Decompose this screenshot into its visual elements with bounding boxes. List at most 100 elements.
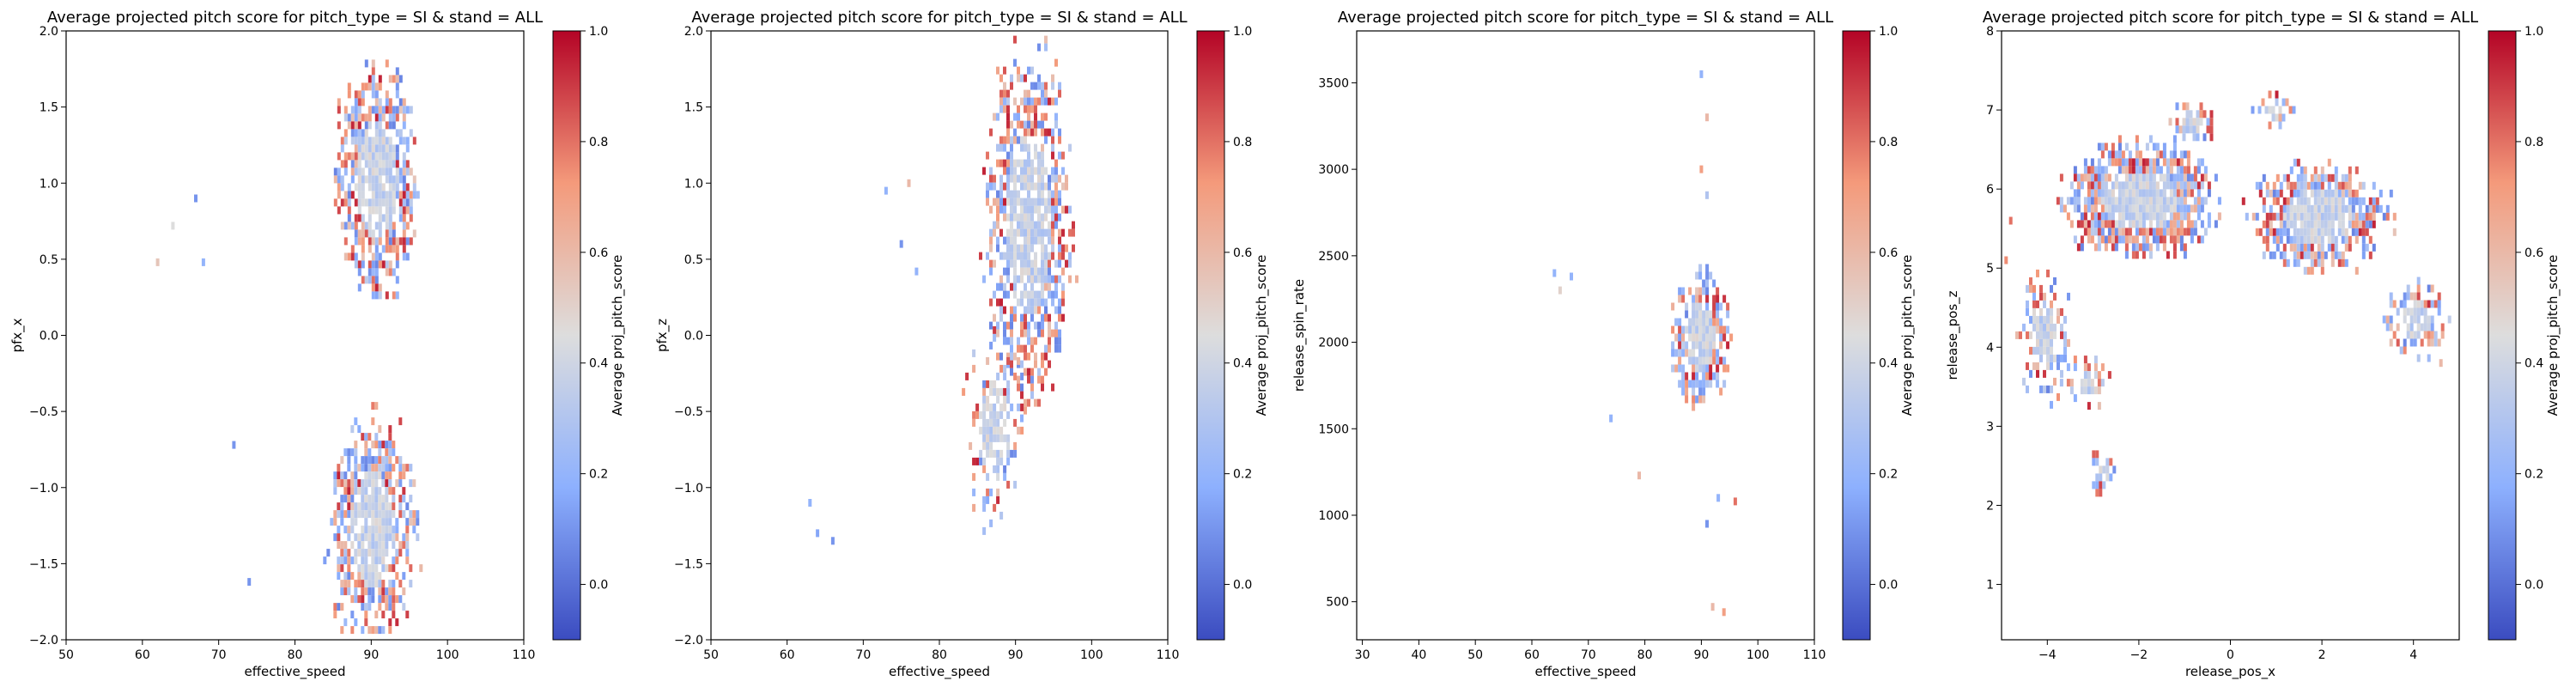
heatmap-cell: [381, 214, 386, 222]
heatmap-cell: [1048, 128, 1051, 137]
heatmap-cell: [368, 152, 372, 161]
heatmap-cell: [388, 198, 392, 207]
heatmap-cell: [364, 526, 368, 534]
heatmap-cell: [982, 410, 987, 419]
heatmap-cell: [1006, 275, 1010, 283]
heatmap-cell: [999, 159, 1003, 167]
heatmap-cell: [1716, 302, 1720, 311]
heatmap-cell: [2039, 331, 2043, 339]
x-tick-label: 50: [703, 648, 719, 662]
heatmap-cell: [999, 198, 1003, 206]
heatmap-cell: [2313, 173, 2318, 182]
heatmap-cell: [1041, 143, 1044, 152]
heatmap-cell: [2300, 235, 2304, 244]
heatmap-cell: [2310, 258, 2314, 267]
heatmap-cell: [381, 595, 386, 604]
heatmap-cell: [1051, 213, 1054, 222]
heatmap-cell: [2303, 189, 2307, 198]
heatmap-cell: [2262, 204, 2266, 213]
heatmap-cell: [1013, 352, 1017, 361]
heatmap-cell: [1003, 387, 1007, 396]
heatmap-cell: [2385, 204, 2390, 213]
heatmap-cell: [1041, 236, 1044, 245]
heatmap-cell: [989, 298, 993, 307]
heatmap-cell: [1017, 228, 1020, 237]
heatmap-cell: [2138, 228, 2142, 236]
heatmap-cell: [1695, 333, 1699, 342]
heatmap-cell: [1726, 310, 1730, 319]
axes-frame: [1356, 30, 1815, 641]
heatmap-cell: [2440, 331, 2445, 339]
heatmap-cell: [2409, 307, 2414, 316]
heatmap-cell: [1685, 372, 1689, 380]
heatmap-cell: [2121, 166, 2125, 174]
heatmap-cell: [1041, 198, 1044, 206]
heatmap-cell: [354, 137, 358, 145]
heatmap-cell: [374, 245, 379, 253]
heatmap-cell: [1030, 167, 1034, 175]
heatmap-cell: [2060, 323, 2063, 331]
heatmap-cell: [1020, 391, 1024, 399]
heatmap-cell: [1030, 120, 1034, 129]
heatmap-cell: [2036, 315, 2039, 324]
heatmap-cell: [2117, 158, 2122, 167]
heatmap-cell: [2289, 212, 2293, 221]
heatmap-cell: [2303, 181, 2307, 190]
x-tick-label: 90: [363, 648, 379, 662]
heatmap-cell: [416, 518, 420, 526]
heatmap-cell: [2317, 220, 2321, 228]
heatmap-cell: [982, 495, 987, 504]
heatmap-cell: [371, 464, 375, 472]
heatmap-cell: [2124, 158, 2129, 167]
heatmap-cell: [1030, 128, 1034, 137]
heatmap-cell: [2265, 189, 2269, 198]
heatmap-cell: [2176, 212, 2180, 221]
heatmap-cell: [364, 175, 368, 184]
heatmap-cell: [1003, 337, 1006, 345]
heatmap-cell: [2368, 220, 2372, 228]
heatmap-cell: [2293, 243, 2297, 252]
heatmap-cell: [337, 175, 341, 184]
heatmap-cell: [357, 580, 361, 588]
heatmap-cell: [357, 464, 361, 472]
heatmap-cell: [388, 502, 392, 511]
heatmap-cell: [2138, 158, 2142, 167]
heatmap-cell: [350, 526, 355, 534]
heatmap-cell: [2341, 197, 2345, 205]
heatmap-cell: [1013, 259, 1017, 268]
heatmap-cell: [1705, 295, 1710, 303]
heatmap-cell: [2281, 98, 2286, 106]
heatmap-cell: [2121, 204, 2125, 213]
heatmap-cell: [1695, 364, 1699, 373]
heatmap-cell: [1072, 228, 1075, 237]
heatmap-cell: [371, 417, 375, 426]
colorbar-gradient: [2488, 30, 2517, 641]
heatmap-cell: [381, 191, 386, 199]
heatmap-cell: [337, 533, 341, 542]
heatmap-cell: [2285, 98, 2289, 106]
heatmap-cell: [1688, 349, 1692, 357]
heatmap-cell: [1003, 290, 1006, 299]
heatmap-cell: [2327, 220, 2331, 228]
heatmap-cell: [2327, 181, 2331, 190]
heatmap-cell: [2172, 197, 2177, 205]
heatmap-cell: [1692, 341, 1696, 350]
heatmap-cell: [1034, 275, 1037, 283]
heatmap-cell: [361, 129, 365, 137]
heatmap-cell: [2190, 220, 2194, 228]
heatmap-cell: [982, 380, 987, 388]
heatmap-cell: [357, 90, 361, 99]
heatmap-cell: [2121, 189, 2125, 198]
heatmap-cell: [1010, 167, 1013, 175]
heatmap-cell: [999, 283, 1003, 291]
heatmap-cell: [2155, 243, 2160, 252]
heatmap-cell: [2416, 323, 2421, 331]
heatmap-cell: [2348, 166, 2352, 174]
heatmap-cell: [368, 572, 372, 581]
heatmap-cell: [1048, 360, 1051, 368]
heatmap-cell: [2080, 173, 2084, 182]
heatmap-cell: [378, 626, 382, 635]
heatmap-cell: [2320, 266, 2324, 275]
heatmap-cell: [1044, 213, 1048, 222]
heatmap-cell: [388, 229, 392, 238]
